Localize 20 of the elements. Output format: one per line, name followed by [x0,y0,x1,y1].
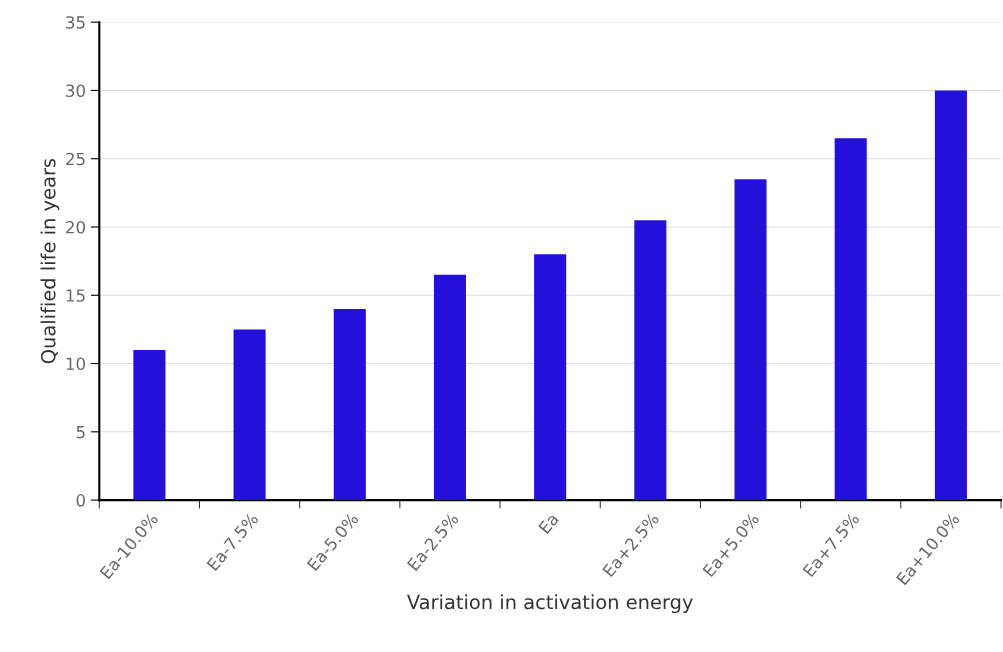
bar [333,308,366,501]
y-tick-label: 35 [66,16,85,29]
x-axis-title: Variation in activation energy [407,594,693,614]
bar [734,179,767,501]
y-tick-label: 0 [76,494,85,507]
bar [233,329,266,501]
y-tick-label: 5 [76,425,85,439]
bar [433,274,466,501]
y-tick-label: 25 [66,152,85,166]
y-tick-label: 30 [66,84,85,98]
x-tick-label: Ea [538,512,560,535]
bar [834,138,867,501]
bar [634,220,667,501]
bar [133,349,166,501]
y-axis-title: Qualified life in years [40,158,60,364]
y-tick-label: 15 [66,289,85,302]
y-tick-label: 10 [66,357,85,371]
y-tick-label: 20 [66,220,85,234]
bar [534,254,567,501]
bar [934,90,967,501]
